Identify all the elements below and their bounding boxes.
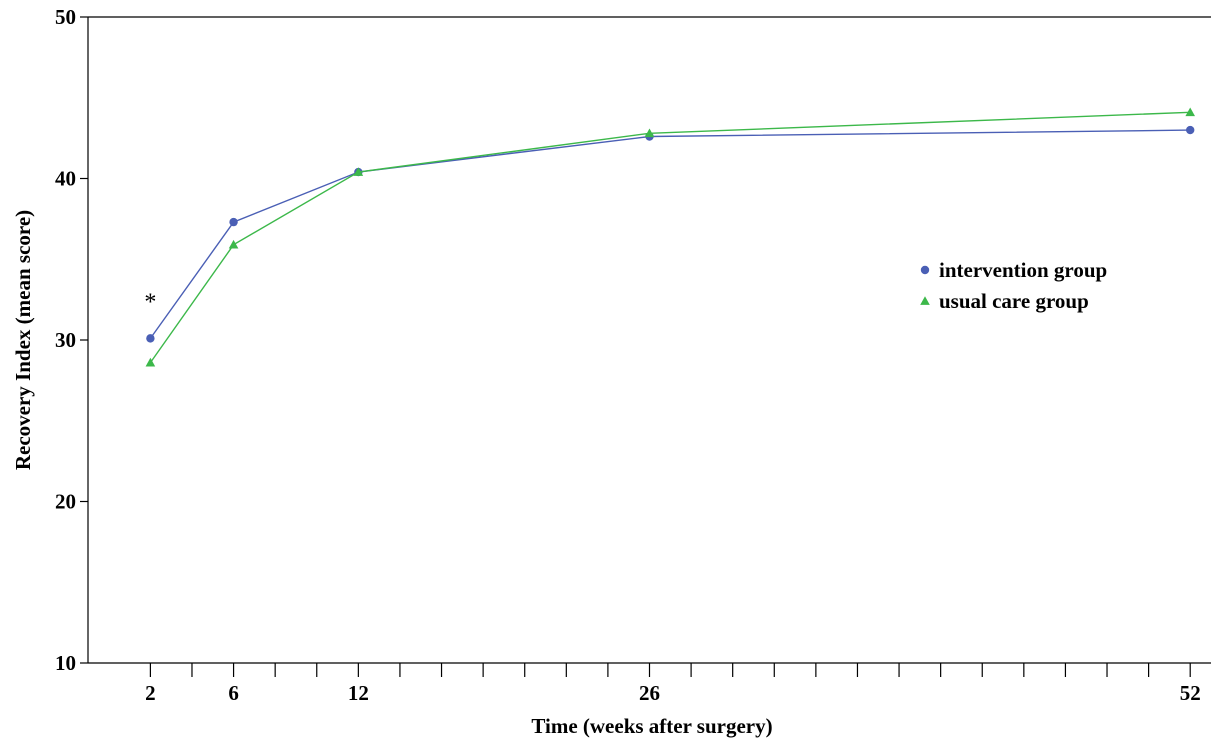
x-axis-title: Time (weeks after surgery)	[531, 714, 772, 738]
data-point	[1185, 107, 1196, 117]
y-tick-label: 40	[55, 167, 76, 191]
data-point	[1186, 125, 1195, 135]
data-point	[353, 167, 364, 176]
y-tick-label: 20	[55, 490, 76, 514]
legend-marker-2	[920, 296, 930, 305]
y-axis-title: Recovery Index (mean score)	[11, 210, 35, 470]
data-point	[644, 128, 655, 138]
x-ticks: 2 6 12 26 52	[145, 663, 1201, 705]
data-point	[145, 357, 156, 367]
legend-label-2: usual care group	[939, 289, 1089, 313]
legend-label-1: intervention group	[939, 258, 1107, 282]
x-tick-label: 12	[348, 681, 369, 705]
x-tick-label: 2	[145, 681, 156, 705]
data-point	[228, 239, 239, 249]
y-tick-label: 10	[55, 651, 76, 675]
annotation-layer: *	[144, 290, 156, 316]
x-tick-label: 52	[1180, 681, 1201, 705]
series-line-2	[149, 111, 1191, 364]
y-ticks: 10 20 30 40 50	[55, 5, 88, 675]
y-tick-label: 30	[55, 328, 76, 352]
data-point	[229, 217, 238, 227]
significance-asterisk: *	[144, 290, 156, 316]
x-tick-label: 6	[228, 681, 239, 705]
legend-marker-1	[920, 265, 930, 275]
y-tick-label: 50	[55, 5, 76, 29]
series-layer	[145, 107, 1196, 367]
x-tick-label: 26	[639, 681, 660, 705]
data-point	[146, 334, 155, 343]
legend: intervention group usual care group	[920, 258, 1107, 313]
axes	[87, 16, 1211, 664]
